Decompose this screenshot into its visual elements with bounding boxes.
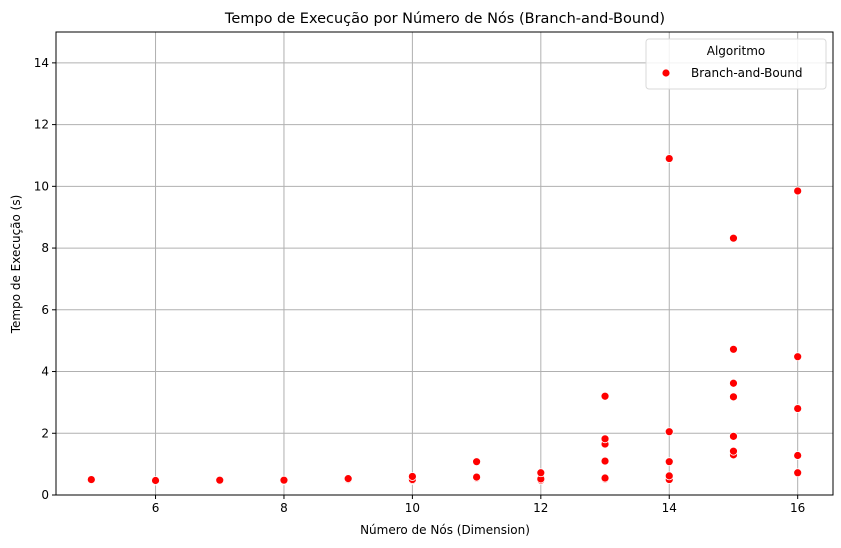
- legend-title: Algoritmo: [707, 44, 766, 58]
- data-point: [793, 404, 803, 413]
- y-tick-label: 12: [34, 118, 49, 132]
- data-point: [729, 392, 738, 402]
- y-tick-label: 2: [41, 426, 49, 440]
- data-point: [729, 233, 738, 243]
- y-axis-ticks: 0 2 4 6 8 10 12 14: [34, 56, 56, 502]
- data-point: [729, 378, 738, 388]
- x-axis-ticks: 6 8 10 12 14 16: [152, 495, 805, 515]
- data-point: [793, 352, 803, 362]
- y-tick-label: 8: [41, 241, 49, 255]
- data-point: [793, 468, 803, 478]
- legend: Algoritmo Branch-and-Bound: [645, 38, 827, 90]
- y-axis-label: Tempo de Execução (s): [9, 195, 23, 335]
- data-point: [600, 391, 610, 401]
- data-point: [600, 456, 610, 466]
- data-point: [151, 476, 160, 485]
- y-tick-label: 0: [41, 488, 49, 502]
- legend-box: [645, 38, 827, 90]
- data-point: [664, 427, 674, 437]
- x-tick-label: 16: [790, 501, 805, 515]
- x-tick-label: 6: [152, 501, 160, 515]
- legend-series-label: Branch-and-Bound: [691, 66, 803, 80]
- x-tick-label: 14: [662, 501, 677, 515]
- x-tick-label: 10: [405, 501, 420, 515]
- data-point: [729, 431, 738, 441]
- grid-lines: [56, 32, 833, 496]
- data-point: [472, 457, 482, 467]
- legend-marker: [661, 68, 671, 78]
- data-point: [793, 186, 803, 196]
- x-tick-label: 12: [533, 501, 548, 515]
- y-tick-label: 10: [34, 179, 49, 193]
- data-point: [86, 475, 96, 484]
- data-point: [664, 154, 674, 163]
- data-point: [600, 473, 610, 483]
- plot-frame: [55, 31, 834, 496]
- data-point: [600, 434, 610, 444]
- y-tick-label: 6: [41, 303, 49, 317]
- data-point: [343, 474, 353, 484]
- data-point: [215, 475, 225, 485]
- chart-title: Tempo de Execução por Número de Nós (Bra…: [224, 11, 665, 27]
- data-point: [664, 457, 674, 467]
- data-points: [86, 154, 803, 486]
- data-point: [664, 471, 674, 481]
- data-point: [472, 472, 482, 482]
- data-point: [279, 475, 289, 485]
- data-point: [407, 472, 417, 481]
- y-tick-label: 14: [34, 56, 49, 70]
- x-axis-label: Número de Nós (Dimension): [360, 523, 530, 537]
- data-point: [793, 451, 803, 460]
- x-tick-label: 8: [280, 501, 288, 515]
- data-point: [729, 344, 738, 354]
- y-tick-label: 4: [41, 365, 49, 379]
- data-point: [729, 446, 738, 456]
- data-point: [536, 468, 546, 478]
